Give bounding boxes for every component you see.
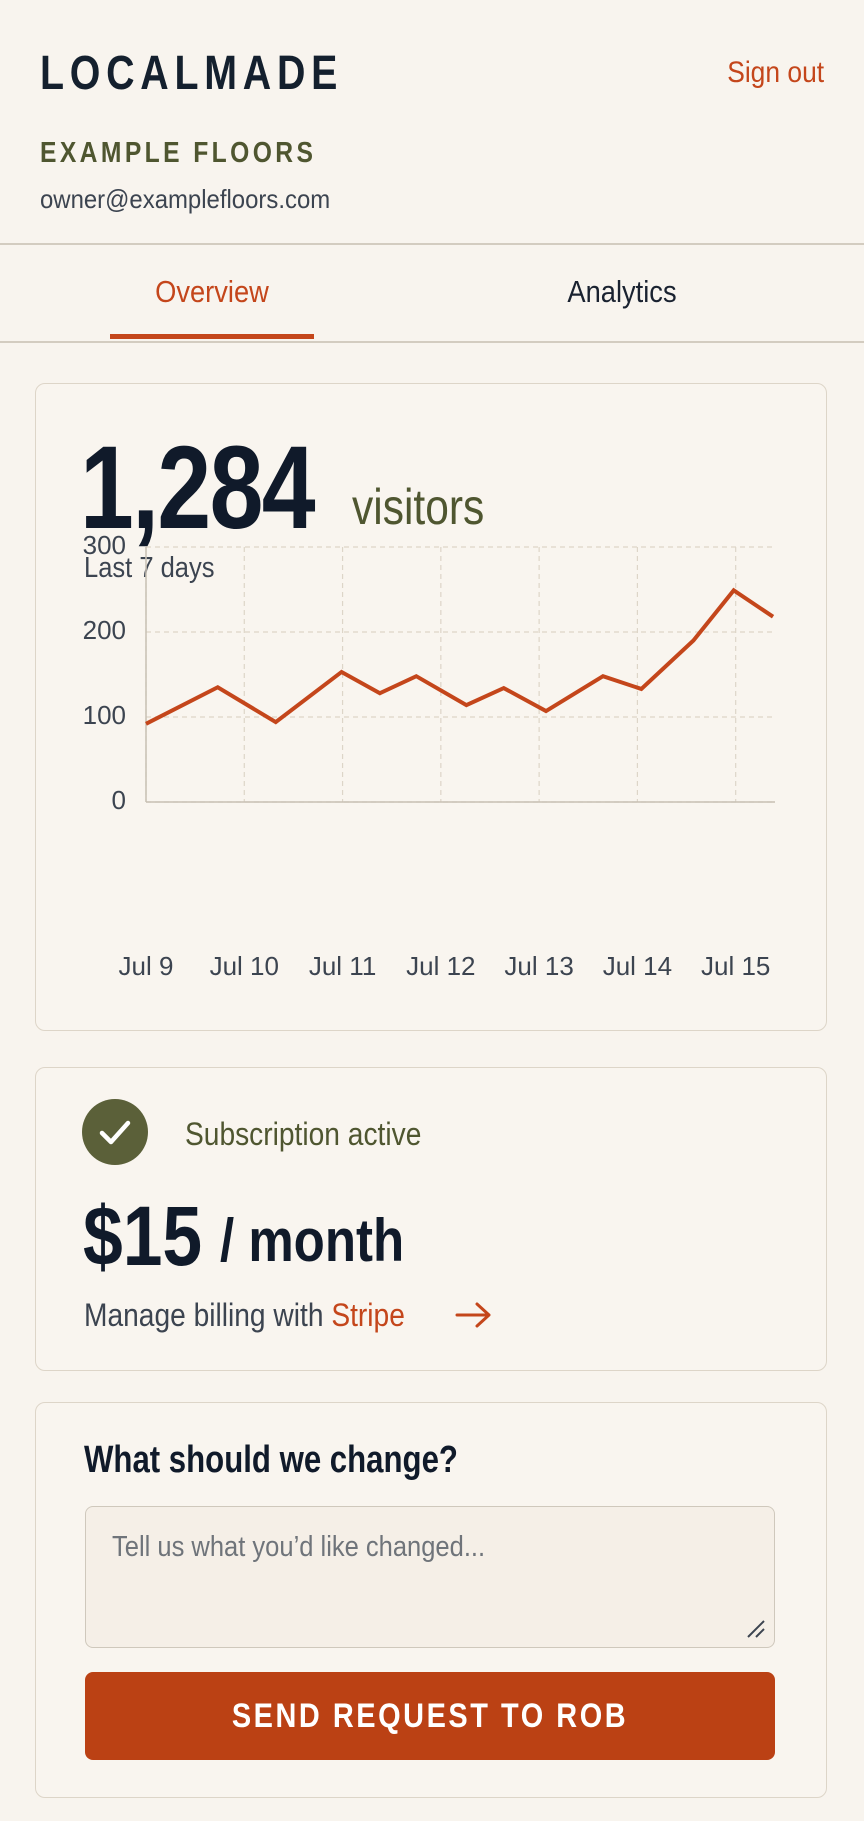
y-tick-label: 200 <box>83 615 126 645</box>
business-name: EXAMPLE FLOORS <box>40 137 317 169</box>
sign-out-link[interactable]: Sign out <box>727 56 824 89</box>
arrow-icon[interactable] <box>455 1300 493 1330</box>
x-tick-label: Jul 10 <box>210 951 279 981</box>
check-icon <box>82 1099 148 1165</box>
y-tick-label: 0 <box>112 785 126 815</box>
arrow <box>455 1302 491 1328</box>
button-label: SEND REQUEST TO ROB <box>231 1697 629 1735</box>
billing-label: Manage billing with <box>84 1297 324 1333</box>
visitor-count: 1,284 <box>80 422 316 554</box>
check-mark <box>99 1120 131 1145</box>
brand: LOCALMADE <box>40 47 344 100</box>
line-series <box>145 587 775 726</box>
tab[interactable]: Overview <box>155 274 269 309</box>
stripe-link[interactable]: Stripe <box>331 1297 405 1333</box>
subscription-status: Subscription active <box>185 1116 422 1152</box>
visitor-unit: visitors <box>352 479 485 535</box>
x-tick-label: Jul 15 <box>701 951 770 981</box>
visitors-chart: 0 100 200 300 Jul 9 Jul 10 Jul 11 Jul 12 Jul 13 J… <box>83 530 775 981</box>
placeholder: Tell us what you’d like changed... <box>112 1531 486 1563</box>
x-tick-label: Jul 11 <box>309 951 376 981</box>
price: $15 <box>83 1189 203 1283</box>
resize-lines <box>747 1620 765 1638</box>
resize-handle <box>747 1620 765 1638</box>
feedback-title: What should we change? <box>84 1439 458 1481</box>
divider <box>0 341 864 343</box>
visitors-card <box>35 383 827 1031</box>
price-period: / month <box>220 1207 405 1274</box>
period: Last 7 days <box>84 552 215 584</box>
y-tick-label: 100 <box>83 700 126 730</box>
x-tick-label: Jul 13 <box>504 951 573 981</box>
send-button[interactable]: SEND REQUEST TO ROB <box>85 1672 775 1760</box>
y-tick-label: 300 <box>83 530 126 560</box>
email: owner@examplefloors.com <box>40 184 331 214</box>
tab[interactable]: Analytics <box>567 274 677 309</box>
x-tick-label: Jul 12 <box>406 951 475 981</box>
check-circle <box>82 1099 148 1165</box>
feedback-textarea[interactable]: Tell us what you’d like changed... <box>85 1506 775 1648</box>
active-tab-indicator <box>110 334 314 339</box>
subscription-card <box>35 1067 827 1371</box>
divider <box>0 243 864 245</box>
x-tick-label: Jul 9 <box>119 951 174 981</box>
x-tick-label: Jul 14 <box>603 951 672 981</box>
billing-text: Manage billing with Stripe <box>84 1297 405 1334</box>
